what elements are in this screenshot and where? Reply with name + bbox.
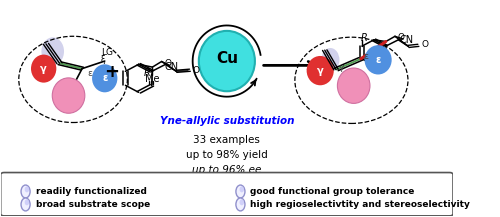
Text: Yne-allylic substitution: Yne-allylic substitution: [160, 117, 294, 127]
Ellipse shape: [31, 55, 56, 83]
Text: γ: γ: [317, 66, 324, 76]
Text: broad substrate scope: broad substrate scope: [36, 200, 150, 209]
Ellipse shape: [240, 199, 244, 205]
Ellipse shape: [52, 78, 85, 113]
Ellipse shape: [42, 37, 64, 65]
Ellipse shape: [236, 198, 245, 211]
Text: ε: ε: [376, 55, 381, 65]
Text: γ: γ: [40, 64, 47, 74]
Text: high regioselectivtity and stereoselectivity: high regioselectivtity and stereoselecti…: [250, 200, 470, 209]
Ellipse shape: [21, 198, 30, 211]
Text: ε: ε: [88, 69, 92, 78]
Ellipse shape: [240, 186, 244, 192]
Ellipse shape: [364, 45, 392, 74]
FancyBboxPatch shape: [0, 173, 453, 216]
Text: Me: Me: [145, 74, 160, 84]
Text: R: R: [144, 68, 150, 78]
Text: up to 96% ee: up to 96% ee: [192, 165, 262, 175]
Text: ε: ε: [102, 73, 108, 83]
Text: 33 examples: 33 examples: [194, 135, 260, 145]
Ellipse shape: [21, 185, 30, 198]
Text: +: +: [104, 63, 119, 81]
Ellipse shape: [338, 68, 370, 103]
Text: ξ: ξ: [100, 56, 105, 64]
Ellipse shape: [322, 48, 340, 72]
Ellipse shape: [306, 56, 334, 85]
Ellipse shape: [24, 199, 29, 205]
Text: O: O: [398, 33, 404, 42]
Text: up to 98% yield: up to 98% yield: [186, 150, 268, 160]
Ellipse shape: [236, 185, 245, 198]
Ellipse shape: [24, 186, 29, 192]
Text: R: R: [361, 33, 368, 43]
Text: O: O: [192, 66, 200, 75]
Ellipse shape: [199, 31, 255, 91]
Text: LG: LG: [101, 48, 113, 57]
Text: good functional group tolerance: good functional group tolerance: [250, 187, 415, 196]
Text: γ: γ: [339, 63, 344, 72]
Text: O: O: [422, 40, 428, 49]
Text: CN: CN: [399, 35, 413, 45]
Text: CN: CN: [164, 62, 178, 72]
Text: ε: ε: [363, 52, 368, 61]
Text: Cu: Cu: [216, 51, 238, 66]
Ellipse shape: [92, 64, 118, 92]
Text: readily functionalized: readily functionalized: [36, 187, 146, 196]
Text: O: O: [164, 59, 172, 68]
